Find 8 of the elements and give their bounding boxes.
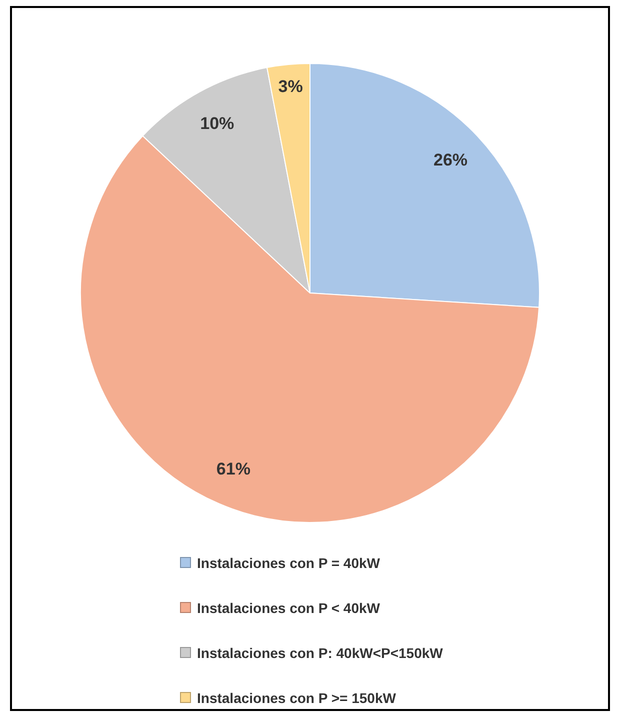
data-label: 61% <box>216 460 250 479</box>
legend-label: Instalaciones con P = 40kW <box>197 554 380 570</box>
data-label: 3% <box>278 77 303 96</box>
legend-label: Instalaciones con P: 40kW<P<150kW <box>197 644 443 660</box>
data-label: 10% <box>200 114 234 133</box>
legend-label: Instalaciones con P >= 150kW <box>197 690 396 706</box>
data-label: 26% <box>434 150 468 170</box>
legend-label: Instalaciones con P < 40kW <box>197 600 380 616</box>
